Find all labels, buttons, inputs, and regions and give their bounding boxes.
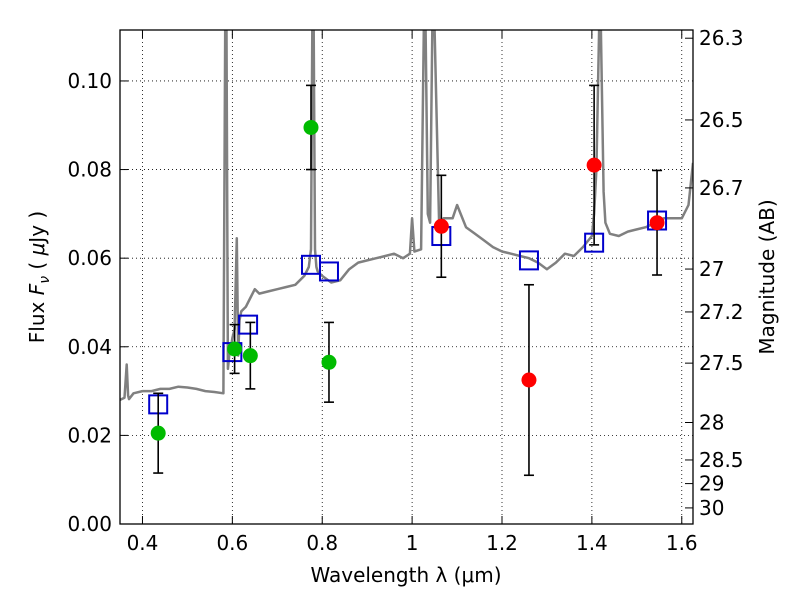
observed-point: [321, 354, 337, 370]
y-axis-label-prefix: Flux: [25, 295, 49, 343]
magnitude-axis-label: Magnitude (AB): [755, 199, 779, 354]
magnitude-tick-label: 26.5: [699, 108, 744, 132]
x-tick-label: 1.2: [486, 531, 518, 555]
observed-point: [433, 218, 449, 234]
y-axis-label-mu: μ: [25, 243, 49, 257]
axis-ticks: 0.4 0.6 0.8 1 1.2 1.4 1.6 0.00 0.02 0.04 0.06 0.08 0…: [67, 26, 743, 555]
magnitude-tick-label: 28: [699, 411, 724, 435]
x-tick-label: 1.4: [576, 531, 608, 555]
x-tick-label: 1: [406, 531, 419, 555]
y-axis-label-paren: (: [25, 255, 49, 276]
x-axis-label: Wavelength λ (μm): [310, 563, 501, 587]
y-tick-label: 0.02: [67, 423, 112, 447]
y-tick-label: 0.10: [67, 69, 112, 93]
magnitude-tick-label: 27.5: [699, 351, 744, 375]
observed-point: [303, 119, 319, 135]
y-axis-label-subscript: ν: [37, 276, 53, 284]
observed-point: [649, 215, 665, 231]
y-axis-label-unit: Jy ): [25, 211, 49, 245]
x-tick-label: 0.6: [216, 531, 248, 555]
observed-point: [150, 425, 166, 441]
y-axis-label-symbol: F: [25, 283, 49, 295]
magnitude-tick-label: 27: [699, 257, 724, 281]
x-tick-label: 0.4: [127, 531, 159, 555]
observed-point: [521, 372, 537, 388]
observed-point: [586, 157, 602, 173]
y-tick-label: 0.08: [67, 158, 112, 182]
magnitude-tick-label: 26.7: [699, 176, 744, 200]
magnitude-tick-label: 29: [699, 472, 724, 496]
y-tick-label: 0.06: [67, 246, 112, 270]
model-band-square: [318, 261, 339, 282]
observed-point: [242, 348, 258, 364]
magnitude-tick-label: 27.2: [699, 300, 744, 324]
model-band-square: [518, 250, 539, 271]
observed-point: [227, 341, 243, 357]
x-tick-label: 1.6: [666, 531, 698, 555]
y-tick-label: 0.00: [67, 512, 112, 536]
magnitude-tick-label: 28.5: [699, 448, 744, 472]
data-marks: [148, 84, 668, 477]
y-axis-label: Flux Fν ( μJy ): [25, 211, 53, 343]
y-tick-label: 0.04: [67, 335, 112, 359]
magnitude-tick-label: 26.3: [699, 26, 744, 50]
x-tick-label: 0.8: [306, 531, 338, 555]
magnitude-tick-label: 30: [699, 496, 724, 520]
plot-frame: [119, 29, 694, 525]
